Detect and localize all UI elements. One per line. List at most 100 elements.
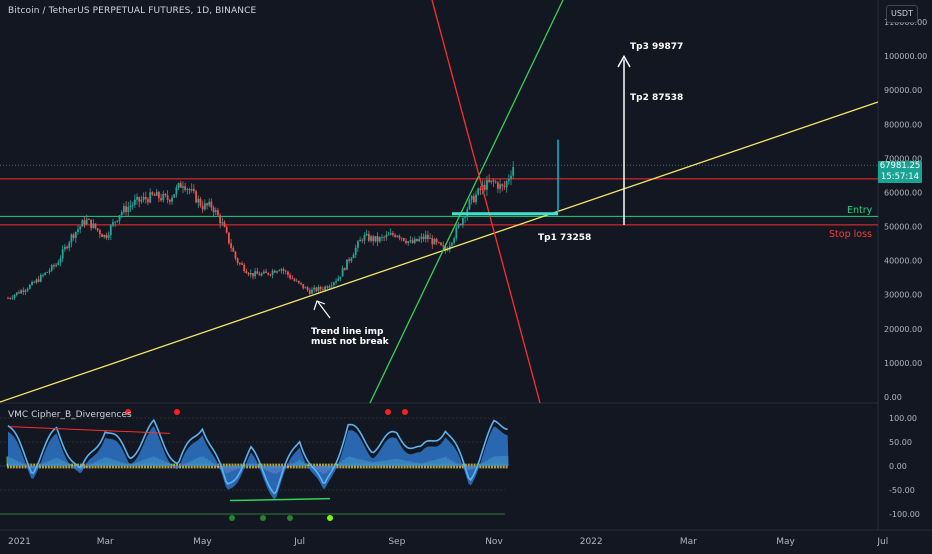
candle-body xyxy=(184,186,187,190)
candle-body xyxy=(162,194,165,201)
candle-body xyxy=(133,199,136,205)
candle-body xyxy=(383,236,386,238)
candle-body xyxy=(308,290,311,294)
candle-body xyxy=(461,217,464,225)
candle-body xyxy=(214,210,217,213)
signal-dot xyxy=(385,409,391,415)
wave2-line xyxy=(7,418,508,495)
red-trend-line xyxy=(431,0,541,404)
candle-body xyxy=(431,238,434,245)
candle-body xyxy=(195,191,197,203)
candle-body xyxy=(232,248,235,252)
candle-body xyxy=(155,191,158,196)
candle-body xyxy=(398,235,401,238)
candle-body xyxy=(422,236,425,240)
price-tick-label: 50000.00 xyxy=(884,223,922,232)
time-tick-label: Mar xyxy=(680,537,697,547)
candle-body xyxy=(494,181,497,183)
candle-body xyxy=(158,191,160,199)
candle-body xyxy=(46,272,49,273)
candle-body xyxy=(186,189,189,191)
candle-body xyxy=(402,238,405,241)
signal-dot xyxy=(287,515,293,521)
candle-body xyxy=(90,219,93,229)
signal-dot xyxy=(125,409,131,415)
candle-body xyxy=(328,286,331,288)
candle-body xyxy=(440,242,442,246)
candle-body xyxy=(420,236,423,239)
candle-body xyxy=(293,279,296,281)
candle-body xyxy=(241,263,243,265)
candle-body xyxy=(488,180,491,183)
candle-body xyxy=(70,234,73,243)
candle-body xyxy=(503,186,506,188)
candle-body xyxy=(147,199,149,203)
candle-body xyxy=(149,192,152,203)
trend-note-line2: must not break xyxy=(311,337,389,347)
candle-body xyxy=(107,235,110,238)
candle-body xyxy=(499,184,501,189)
candle-body xyxy=(55,264,58,267)
candle-body xyxy=(376,236,379,242)
candle-body xyxy=(210,201,213,208)
candle-body xyxy=(444,246,447,251)
candle-body xyxy=(227,232,230,244)
candle-body xyxy=(48,270,51,273)
candle-body xyxy=(234,251,237,259)
trend-note-arrow-head xyxy=(313,300,326,311)
bar-countdown: 15:57:14 xyxy=(880,172,920,182)
candle-body xyxy=(455,227,458,239)
time-tick-label: Jul xyxy=(876,537,888,547)
candle-body xyxy=(96,228,99,231)
candle-body xyxy=(53,265,55,267)
candle-body xyxy=(225,226,228,233)
candle-body xyxy=(79,226,82,230)
candle-body xyxy=(129,205,132,207)
tp2-label: Tp2 87538 xyxy=(630,93,684,103)
candle-body xyxy=(203,203,206,210)
candle-body xyxy=(201,205,204,210)
trend-note-line1: Trend line imp xyxy=(311,327,384,337)
candle-body xyxy=(282,269,285,271)
candle-body xyxy=(98,230,101,235)
time-tick-label: Mar xyxy=(97,537,114,547)
candle-body xyxy=(313,287,316,290)
time-tick-label: 2022 xyxy=(580,537,603,547)
candle-body xyxy=(346,259,348,270)
candle-body xyxy=(245,271,248,274)
price-tick-label: 90000.00 xyxy=(884,86,922,95)
candle-body xyxy=(199,198,202,206)
candle-body xyxy=(85,219,88,225)
candle-body xyxy=(330,285,333,287)
candle-body xyxy=(269,274,272,276)
candle-body xyxy=(505,181,508,188)
candle-body xyxy=(267,272,270,275)
wave1-area xyxy=(8,425,509,500)
candle-body xyxy=(335,280,337,283)
currency-badge[interactable]: USDT xyxy=(886,5,918,23)
candle-body xyxy=(372,236,375,242)
candle-body xyxy=(83,220,86,225)
candle-body xyxy=(219,215,222,224)
price-tick-label: 40000.00 xyxy=(884,257,922,266)
candle-body xyxy=(262,271,265,274)
candle-body xyxy=(418,238,421,242)
signal-dot xyxy=(260,515,266,521)
candle-body xyxy=(459,223,462,225)
candle-body xyxy=(151,192,154,195)
candle-body xyxy=(295,280,298,282)
candle-body xyxy=(57,262,60,265)
candle-body xyxy=(173,194,176,198)
indicator-name[interactable]: VMC Cipher_B_Divergences xyxy=(8,410,132,420)
candle-body xyxy=(311,289,313,294)
candle-body xyxy=(127,206,130,213)
candle-body xyxy=(206,203,208,206)
candle-body xyxy=(9,298,12,299)
candle-body xyxy=(284,270,287,272)
entry-label: Entry xyxy=(847,205,873,216)
candle-body xyxy=(512,166,515,176)
candle-body xyxy=(385,235,388,238)
green-trend-line xyxy=(369,0,564,404)
